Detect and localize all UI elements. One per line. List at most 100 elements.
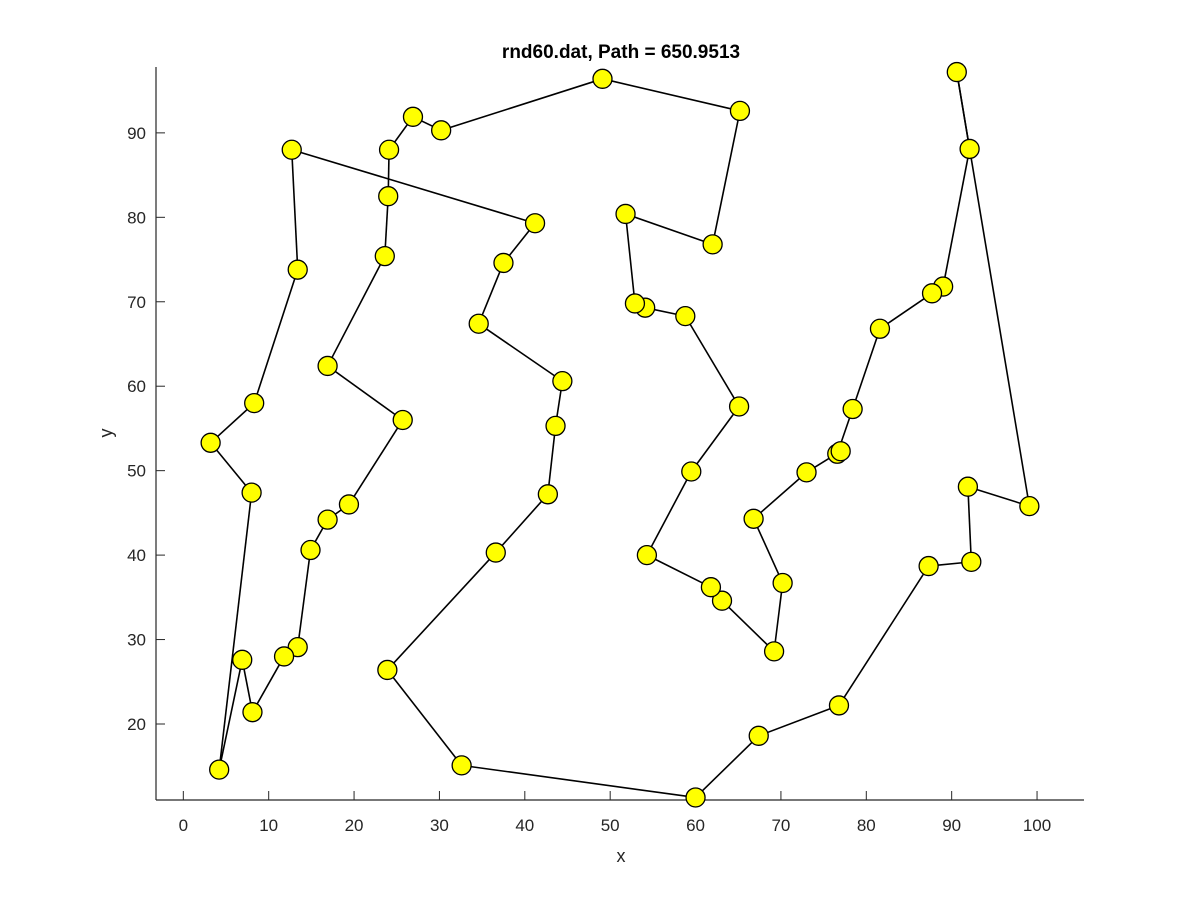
city-point <box>743 508 764 529</box>
city-point <box>209 759 230 780</box>
city-point <box>378 186 399 207</box>
tour-segment <box>721 600 775 652</box>
tour-segment <box>440 78 603 132</box>
tour-segment <box>967 485 1030 507</box>
city-point <box>200 432 221 453</box>
tour-segment <box>690 406 740 472</box>
tour-segment <box>942 148 971 287</box>
city-point <box>1019 495 1040 517</box>
tour-segment <box>602 78 741 112</box>
tour-segment <box>851 328 881 410</box>
tour-segment <box>251 656 285 713</box>
city-point <box>545 415 566 437</box>
city-point <box>338 494 360 515</box>
city-point <box>828 695 850 716</box>
city-point <box>317 355 338 377</box>
city-point <box>430 120 452 141</box>
city-point <box>869 318 891 339</box>
city-point <box>681 461 702 482</box>
city-point <box>702 234 723 255</box>
city-point <box>624 293 646 314</box>
tour-segment <box>684 315 740 407</box>
city-point <box>317 509 338 530</box>
city-point <box>374 246 395 267</box>
city-point <box>281 139 302 160</box>
tour-segment <box>478 323 563 382</box>
y-axis-label: y <box>96 429 116 438</box>
city-point <box>392 409 413 431</box>
x-tick-label: 0 <box>179 816 188 835</box>
tour-segment <box>210 442 253 494</box>
city-point <box>552 370 573 392</box>
city-point <box>763 641 785 662</box>
x-tick-label: 60 <box>686 816 705 835</box>
city-point <box>378 139 400 160</box>
city-point <box>377 659 398 681</box>
city-point <box>700 577 722 598</box>
tour-path <box>210 71 1031 799</box>
tour-segment <box>711 110 741 245</box>
y-tick-label: 70 <box>127 293 146 312</box>
city-point <box>493 252 514 274</box>
tour-segment <box>956 71 971 150</box>
y-tick-label: 30 <box>127 631 146 650</box>
city-point <box>537 484 559 505</box>
tour-segment <box>218 659 244 770</box>
tour-segment <box>547 425 557 495</box>
x-tick-label: 50 <box>601 816 620 835</box>
tour-segment <box>694 735 760 799</box>
x-tick-label: 80 <box>857 816 876 835</box>
tour-segment <box>327 365 404 421</box>
city-point <box>241 482 262 503</box>
tour-segment <box>625 213 713 246</box>
city-point <box>957 476 979 497</box>
city-point <box>468 313 489 334</box>
tour-segment <box>646 471 692 556</box>
tour-segment <box>291 148 536 224</box>
city-point <box>946 61 967 83</box>
tour-segment <box>967 486 973 562</box>
city-point <box>796 462 817 483</box>
city-point <box>685 787 706 808</box>
city-markers <box>200 61 1040 808</box>
y-tick-label: 40 <box>127 546 146 565</box>
city-point <box>636 544 658 566</box>
tour-segment <box>290 149 299 270</box>
x-tick-label: 100 <box>1023 816 1051 835</box>
tour-segment <box>348 419 404 505</box>
y-tick-label: 50 <box>127 462 146 481</box>
tour-segment <box>477 262 505 325</box>
tour-segment <box>461 764 696 799</box>
tour-segment <box>296 549 312 648</box>
city-point <box>728 396 750 417</box>
x-ticks: 0 10 20 30 40 50 60 70 80 90 100 <box>179 791 1051 835</box>
tour-segment <box>753 471 808 520</box>
tour-segment <box>386 669 463 766</box>
tour-segment <box>646 554 712 588</box>
tour-segment <box>879 292 933 330</box>
city-point <box>451 755 472 776</box>
city-point <box>959 138 980 160</box>
x-tick-label: 70 <box>771 816 790 835</box>
city-point <box>402 106 424 127</box>
tour-segment <box>495 493 549 554</box>
tour-segment <box>838 565 930 706</box>
city-point <box>615 203 636 225</box>
y-tick-label: 60 <box>127 377 146 396</box>
chart-title: rnd60.dat, Path = 650.9513 <box>502 42 740 63</box>
tour-segment <box>218 492 253 770</box>
city-point <box>244 392 265 414</box>
city-point <box>842 398 863 420</box>
city-point <box>711 590 733 611</box>
city-point <box>300 539 321 561</box>
city-point <box>961 551 982 573</box>
city-point <box>772 572 793 594</box>
x-tick-label: 30 <box>430 816 449 835</box>
y-tick-label: 20 <box>127 715 146 734</box>
city-point <box>524 213 546 234</box>
city-point <box>830 441 851 462</box>
tour-segment <box>386 552 497 671</box>
city-point <box>592 68 613 89</box>
tour-segment <box>326 255 386 367</box>
